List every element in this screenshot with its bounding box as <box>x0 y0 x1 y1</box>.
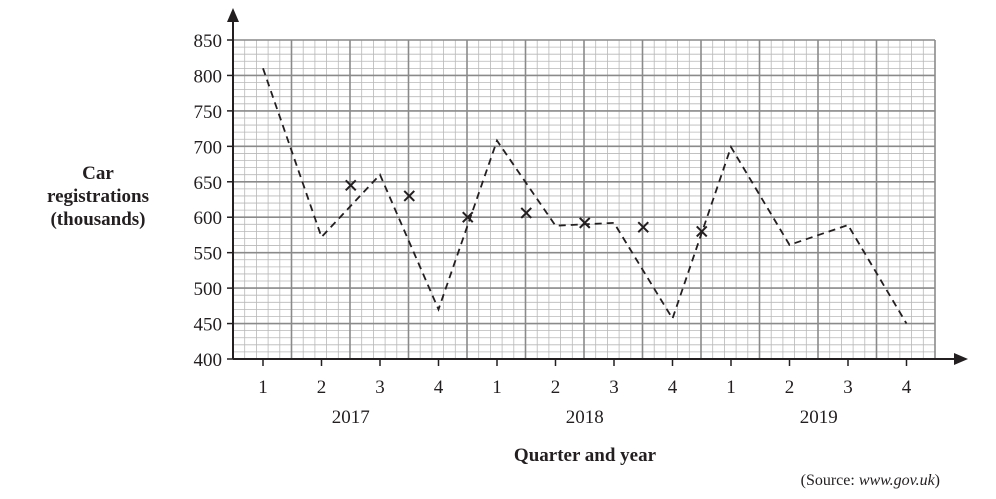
x-tick-label: 2 <box>551 377 561 398</box>
y-tick-label: 600 <box>194 208 223 229</box>
source-note: (Source: www.gov.uk) <box>680 472 940 490</box>
x-tick-label: 4 <box>902 377 912 398</box>
year-label: 2019 <box>800 407 838 428</box>
x-tick-label: 1 <box>258 377 268 398</box>
y-tick-label: 400 <box>194 350 223 371</box>
source-prefix: (Source: <box>801 472 859 489</box>
x-axis-title: Quarter and year <box>440 445 730 467</box>
y-tick-label: 750 <box>194 102 223 123</box>
x-tick-label: 2 <box>317 377 327 398</box>
y-axis-title: Car registrations (thousands) <box>18 162 178 231</box>
y-tick-label: 850 <box>194 31 223 52</box>
y-axis-arrow <box>227 8 239 22</box>
y-axis-title-line-2: registrations <box>18 185 178 208</box>
x-tick-label: 1 <box>726 377 736 398</box>
y-axis-title-line-1: Car <box>18 162 178 185</box>
source-suffix: ) <box>935 472 940 489</box>
y-tick-label: 650 <box>194 173 223 194</box>
y-tick-label: 700 <box>194 137 223 158</box>
x-tick-label: 3 <box>609 377 619 398</box>
year-label: 2017 <box>332 407 370 428</box>
y-tick-label: 800 <box>194 66 223 87</box>
x-tick-label: 4 <box>434 377 444 398</box>
x-tick-label: 3 <box>375 377 385 398</box>
y-axis-title-line-3: (thousands) <box>18 208 178 231</box>
x-tick-label: 4 <box>668 377 678 398</box>
x-tick-label: 1 <box>492 377 502 398</box>
y-tick-label: 550 <box>194 244 223 265</box>
year-label: 2018 <box>566 407 604 428</box>
x-tick-label: 2 <box>785 377 795 398</box>
source-site: www.gov.uk <box>859 472 935 489</box>
x-tick-label: 3 <box>843 377 853 398</box>
y-tick-label: 450 <box>194 315 223 336</box>
y-tick-label: 500 <box>194 279 223 300</box>
x-axis-arrow <box>954 353 968 365</box>
